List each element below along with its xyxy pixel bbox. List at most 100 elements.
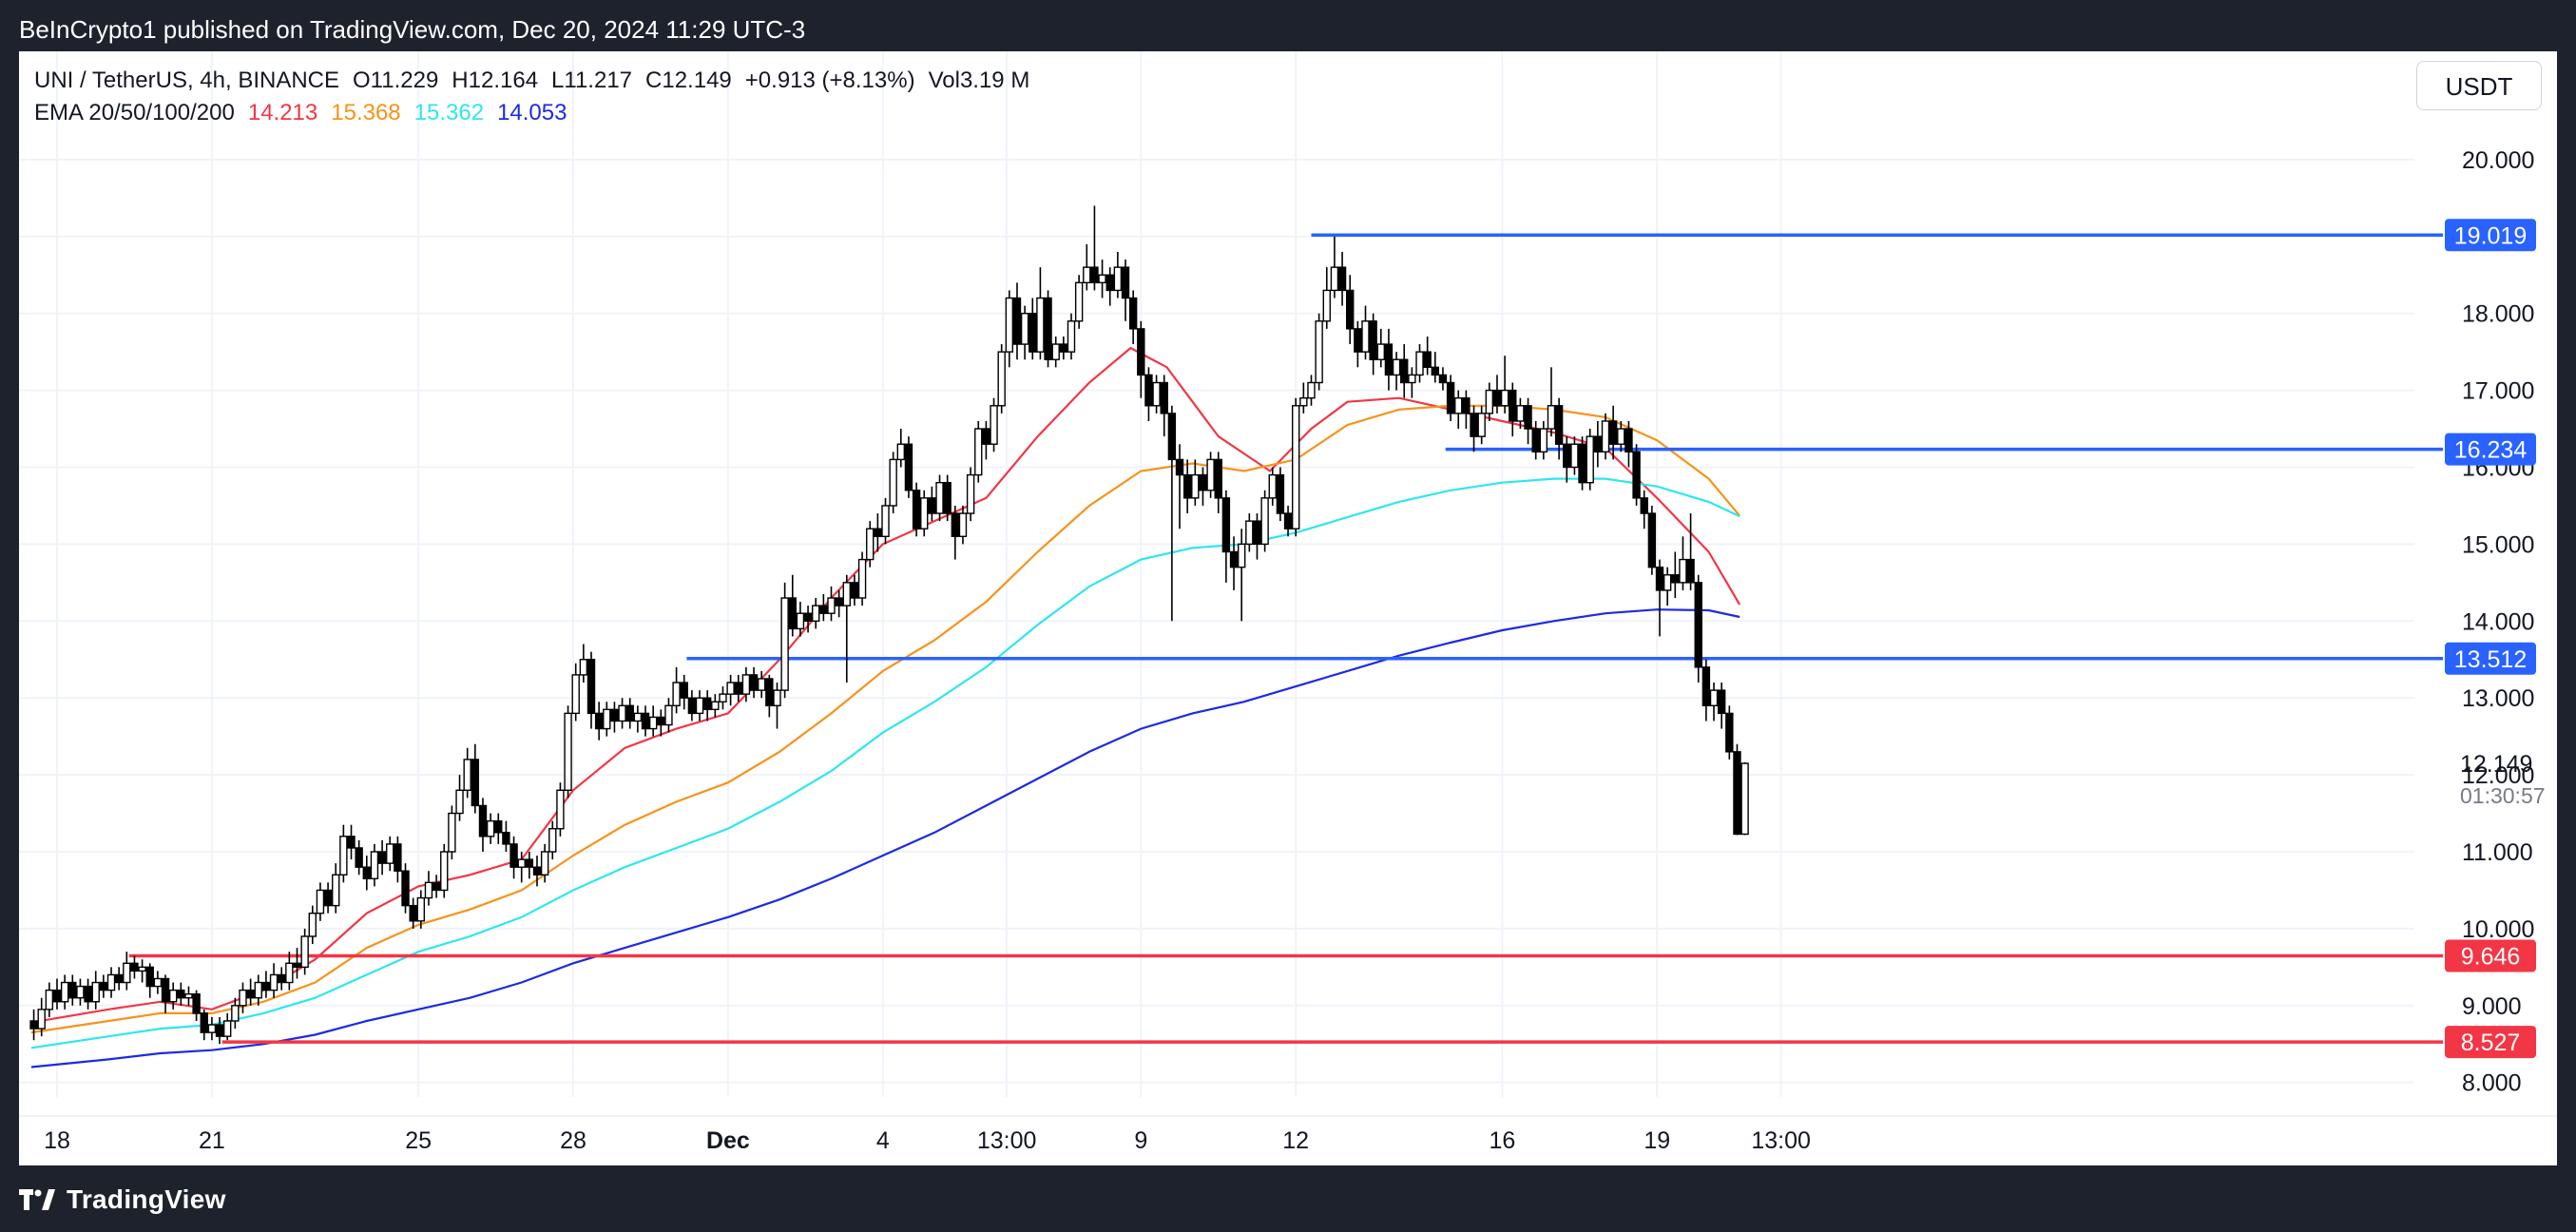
resistance-price-tag: [2445, 219, 2536, 252]
candle-body: [1408, 374, 1416, 384]
price-tag-label: 16.234: [2454, 437, 2528, 464]
candle-body: [316, 889, 325, 914]
ema-200-value: 14.053: [497, 100, 567, 125]
candle-body: [1438, 374, 1448, 384]
candle-body: [618, 704, 626, 722]
volume-value: Vol3.19 M: [928, 67, 1030, 93]
candle-body: [1028, 313, 1037, 353]
x-tick-label: 13:00: [1751, 1127, 1811, 1154]
candle-body: [1477, 413, 1486, 437]
candle-body: [1020, 313, 1029, 345]
candle-body: [951, 512, 960, 538]
ema-line-ema-50: [30, 404, 1741, 1034]
candle-body: [1586, 435, 1594, 484]
candle-body: [1137, 328, 1145, 376]
candle-body: [982, 428, 990, 445]
candle-body: [1601, 420, 1610, 453]
candle-body: [323, 889, 333, 907]
candle-body: [502, 832, 510, 845]
candle-body: [1717, 689, 1726, 715]
close-value: C12.149: [645, 67, 732, 93]
candle-body: [1206, 458, 1215, 491]
resistance-price-tag: [2445, 433, 2536, 466]
candle-body: [749, 674, 759, 691]
candle-body: [1083, 266, 1091, 284]
currency-button[interactable]: USDT: [2416, 61, 2542, 110]
candle-body: [1074, 281, 1084, 322]
x-tick-label: Dec: [706, 1127, 750, 1154]
x-tick-label: 13:00: [977, 1127, 1037, 1154]
candle-body: [1384, 343, 1394, 376]
candle-body: [1005, 297, 1014, 353]
candle-body: [1578, 443, 1586, 484]
price-tag-label: 19.019: [2454, 222, 2527, 249]
candle-body: [974, 428, 983, 476]
candle-body: [556, 789, 565, 830]
tradingview-logo[interactable]: TradingView: [19, 1184, 226, 1215]
x-tick-label: 28: [560, 1127, 586, 1154]
x-tick-label: 25: [405, 1127, 432, 1154]
y-tick-label: 11.000: [2462, 839, 2533, 866]
candle-body: [355, 847, 363, 868]
candle-body: [966, 473, 975, 514]
candle-body: [711, 701, 720, 711]
candle-body: [52, 989, 62, 1003]
candle-body: [1067, 320, 1076, 353]
candle-body: [207, 1024, 217, 1033]
ema-line-ema-200: [30, 608, 1740, 1068]
candle-body: [300, 935, 309, 969]
candle-body: [719, 693, 727, 703]
candle-body: [680, 682, 688, 699]
candle-body: [1199, 473, 1207, 491]
candle-body: [912, 490, 921, 529]
candle-body: [1516, 405, 1525, 422]
candle-body: [734, 682, 742, 695]
symbol-title[interactable]: UNI / TetherUS, 4h, BINANCE: [34, 67, 339, 93]
candle-body: [1245, 520, 1254, 546]
horizontal-levels[interactable]: [129, 233, 2443, 1044]
candle-body: [835, 597, 843, 606]
candle-body: [517, 858, 526, 868]
ema-50-value: 15.368: [331, 100, 401, 125]
y-tick-label: 14.000: [2462, 608, 2534, 635]
candle-body: [455, 789, 464, 815]
candle-body: [1694, 582, 1702, 668]
candle-body: [1221, 497, 1231, 553]
candle-body: [123, 962, 131, 984]
candle-body: [362, 866, 371, 880]
candle-body: [130, 962, 139, 972]
candle-body: [1701, 666, 1711, 706]
candle-body: [1268, 473, 1277, 499]
candle-body: [285, 962, 294, 984]
candle-body: [525, 858, 534, 868]
candle-body: [726, 682, 735, 695]
candlestick-chart[interactable]: 20.00019.00018.00017.00016.00015.00014.0…: [19, 51, 2557, 1165]
x-tick-label: 4: [876, 1127, 890, 1154]
grid: [19, 51, 2414, 1097]
support-price-tag: [2445, 939, 2536, 972]
low-value: L11.217: [551, 67, 633, 93]
support-price-tag: [2445, 1026, 2536, 1059]
candle-body: [842, 582, 851, 606]
candle-body: [990, 405, 998, 445]
chart-panel[interactable]: 20.00019.00018.00017.00016.00015.00014.0…: [19, 51, 2557, 1165]
candle-body: [1291, 405, 1300, 529]
candle-body: [1539, 428, 1548, 453]
candle-body: [1369, 320, 1377, 360]
publisher-bar: BeInCrypto1 published on TradingView.com…: [0, 0, 2576, 51]
candle-body: [889, 458, 897, 507]
candle-body: [641, 712, 650, 730]
candle-body: [114, 973, 124, 984]
x-tick-label: 19: [1644, 1127, 1670, 1154]
candle-body: [1144, 374, 1153, 407]
candle-body: [332, 874, 340, 907]
resistance-price-tag: [2445, 642, 2536, 675]
candle-body: [571, 674, 580, 715]
y-tick-label: 13.000: [2462, 685, 2534, 712]
candle-body: [1686, 558, 1695, 584]
candle-body: [935, 481, 944, 514]
ema-label[interactable]: EMA 20/50/100/200: [34, 100, 235, 125]
candle-body: [1059, 343, 1068, 353]
candle-body: [1337, 266, 1347, 292]
candle-body: [625, 704, 634, 722]
